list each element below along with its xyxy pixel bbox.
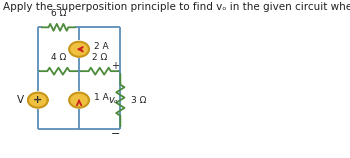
Text: +: + <box>33 95 42 105</box>
Text: V: V <box>16 95 23 105</box>
Text: 4 Ω: 4 Ω <box>51 53 66 62</box>
Text: −: − <box>111 129 120 139</box>
Text: 6 Ω: 6 Ω <box>51 9 66 18</box>
Text: 1 A: 1 A <box>94 93 109 102</box>
Text: vₒ: vₒ <box>108 95 118 105</box>
Text: 2 A: 2 A <box>94 43 108 52</box>
Text: 2 Ω: 2 Ω <box>92 53 107 62</box>
Text: +: + <box>111 61 119 71</box>
Text: Apply the superposition principle to find vₒ in the given circuit where V = 16 V: Apply the superposition principle to fin… <box>3 2 350 12</box>
Circle shape <box>28 93 48 108</box>
Circle shape <box>69 42 89 57</box>
Circle shape <box>69 93 89 108</box>
Text: 3 Ω: 3 Ω <box>131 96 146 105</box>
